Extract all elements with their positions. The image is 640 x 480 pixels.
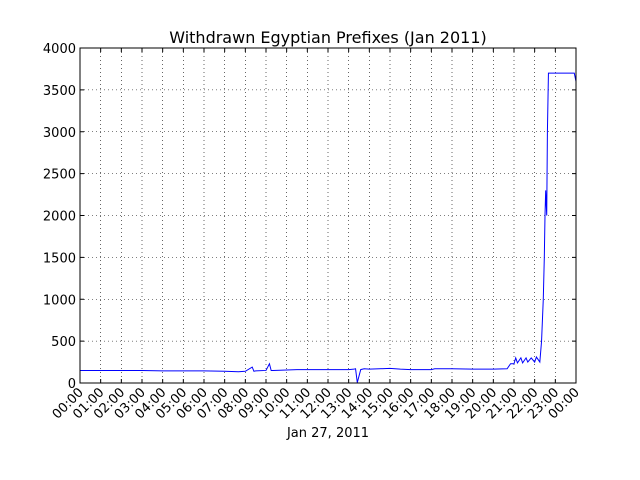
y-tick-label: 4000 [43,42,76,57]
y-tick-label: 500 [51,335,76,350]
y-tick-label: 0 [68,377,76,392]
x-axis-label: Jan 27, 2011 [286,426,369,441]
y-axis-ticks: 0 500 1000 1500 2000 2500 3000 3500 4000 [43,42,576,392]
chart-title: Withdrawn Egyptian Prefixes (Jan 2011) [169,28,487,47]
y-tick-label: 3000 [43,126,76,141]
y-tick-label: 2000 [43,210,76,225]
y-tick-label: 3500 [43,84,76,99]
line-series [80,72,577,383]
y-tick-label: 1500 [43,251,76,266]
grid [80,48,576,383]
y-tick-label: 1000 [43,293,76,308]
y-tick-label: 2500 [43,168,76,183]
series-line-0 [80,72,577,383]
